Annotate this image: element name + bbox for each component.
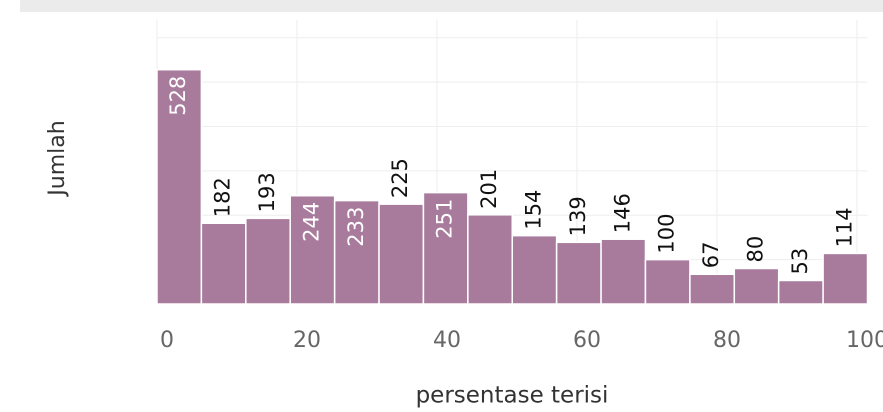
x-axis-title: persentase terisi [416, 383, 609, 409]
bar [156, 68, 203, 305]
value-label: 67 [699, 242, 723, 269]
top-bar [20, 0, 883, 12]
value-label: 146 [610, 193, 634, 233]
value-label: 53 [788, 248, 812, 275]
value-label: 154 [521, 190, 545, 230]
value-label: 244 [299, 202, 323, 242]
value-label: 80 [743, 236, 767, 263]
bar [555, 241, 602, 305]
bar [689, 273, 736, 305]
x-tick-label: 20 [293, 328, 321, 353]
bar [822, 252, 869, 305]
bar [511, 234, 558, 305]
bar [467, 214, 513, 305]
x-tick-label: 100 [846, 328, 883, 353]
bar [289, 194, 336, 305]
value-label: 182 [211, 177, 235, 217]
bar [245, 217, 291, 305]
value-label: 114 [832, 207, 856, 247]
x-tick-label: 60 [573, 328, 601, 353]
x-tick-label: 0 [160, 328, 174, 353]
bar [600, 238, 647, 305]
value-label: 233 [344, 207, 368, 247]
value-label: 528 [166, 76, 190, 116]
y-axis-title: Jumlah [45, 120, 70, 197]
x-tick-label: 80 [713, 328, 741, 353]
value-label: 251 [433, 199, 457, 239]
bar [200, 222, 247, 305]
bar [733, 267, 780, 305]
bar [378, 203, 425, 305]
bar [777, 279, 824, 305]
value-label: 225 [388, 158, 412, 198]
value-label: 201 [477, 169, 501, 209]
x-tick-label: 40 [433, 328, 461, 353]
value-label: 139 [566, 196, 590, 236]
value-label: 193 [255, 172, 279, 212]
bar [644, 258, 691, 305]
bar [333, 199, 380, 305]
value-label: 100 [655, 214, 679, 254]
bar [422, 191, 469, 305]
